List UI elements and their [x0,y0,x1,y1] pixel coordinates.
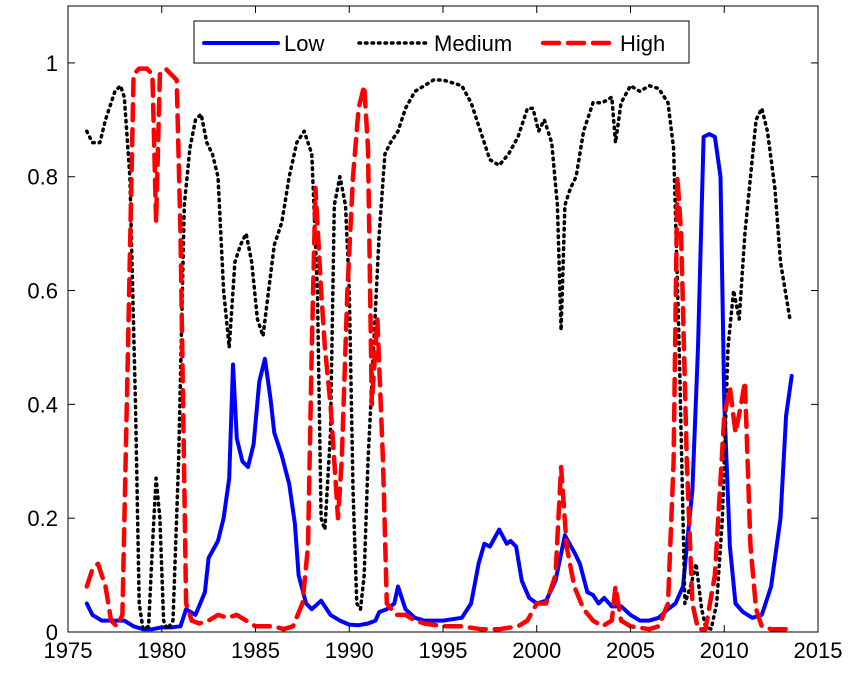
x-tick-label: 1980 [137,638,186,663]
x-tick-label: 1990 [325,638,374,663]
y-tick-label: 1 [46,51,58,76]
y-tick-label: 0 [46,620,58,645]
x-tick-label: 2005 [606,638,655,663]
x-tick-label: 2010 [700,638,749,663]
legend-label-low: Low [284,31,324,56]
legend-label-medium: Medium [434,31,512,56]
x-tick-label: 1995 [419,638,468,663]
y-tick-label: 0.2 [27,506,58,531]
legend: Low Medium High [194,21,689,63]
y-tick-label: 0.4 [27,392,58,417]
x-tick-label: 1985 [231,638,280,663]
y-tick-label: 0.6 [27,279,58,304]
x-tick-label: 2015 [794,638,843,663]
x-tick-label: 2000 [512,638,561,663]
plot-area [68,6,818,632]
y-tick-label: 0.8 [27,165,58,190]
legend-label-high: High [620,31,665,56]
